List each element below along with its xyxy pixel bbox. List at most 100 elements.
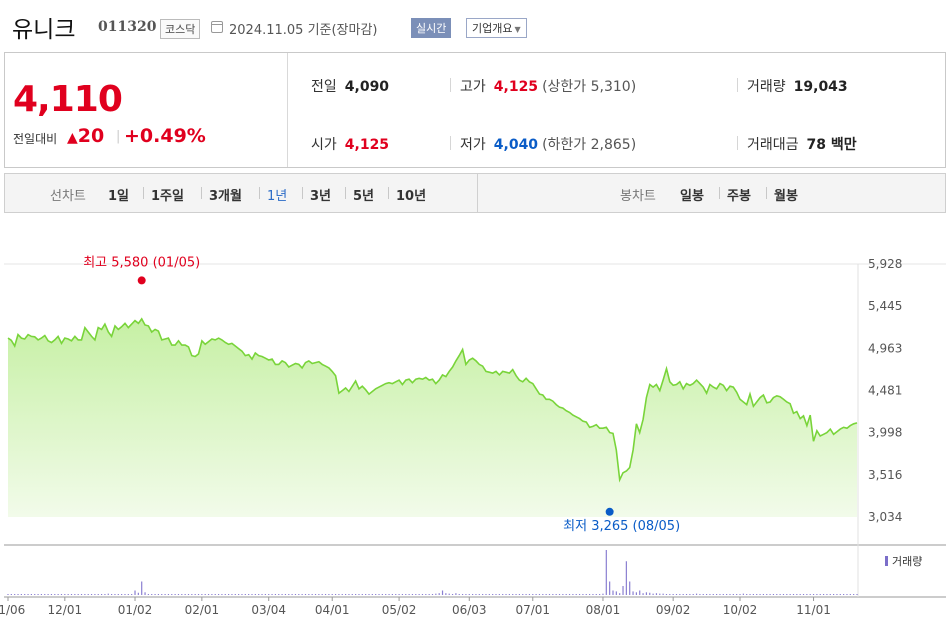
volume-bar	[692, 594, 694, 595]
volume-bar	[137, 592, 139, 595]
range-1w[interactable]: 1주일	[151, 189, 184, 204]
volume-bar	[769, 594, 771, 595]
y-tick-label: 3,998	[868, 426, 902, 440]
volume-bar	[378, 594, 380, 595]
x-tick-label: 01/02	[118, 603, 153, 617]
company-overview-dropdown[interactable]: 기업개요 ▼	[466, 18, 527, 38]
volume-bar	[141, 581, 143, 595]
x-tick-label: 08/01	[586, 603, 621, 617]
price-chart: 5,928 5,445 4,963 4,481 3,998 3,516 3,034 최고 5…	[0, 255, 946, 617]
volume-bar	[505, 594, 507, 595]
volume-bar	[485, 594, 487, 595]
volume-bar	[542, 594, 544, 595]
range-5y[interactable]: 5년	[353, 189, 375, 204]
volume-bar	[675, 594, 678, 595]
volume-bar	[228, 594, 230, 595]
volume-bar	[635, 592, 637, 595]
change-amount: 20	[77, 125, 105, 147]
candle-monthly[interactable]: 월봉	[774, 189, 798, 204]
candle-weekly[interactable]: 주봉	[727, 189, 751, 204]
volume-bar	[147, 594, 149, 595]
volume-bar	[298, 594, 300, 595]
volume-bar	[762, 594, 765, 595]
range-3m[interactable]: 3개월	[209, 189, 242, 204]
volume-bar	[669, 594, 671, 595]
volume-bar	[224, 594, 226, 595]
prev-close: 전일 4,090	[311, 76, 389, 96]
volume-bar	[308, 594, 310, 595]
volume-bar	[679, 594, 681, 595]
volume-bar	[57, 594, 59, 595]
volume-bar	[599, 594, 601, 595]
volume-bar	[181, 594, 183, 595]
range-1d[interactable]: 1일	[108, 189, 130, 204]
divider	[477, 174, 478, 212]
volume-bar	[131, 594, 133, 595]
volume-bar	[154, 594, 156, 595]
volume-bar	[632, 591, 634, 595]
volume-bar	[94, 594, 96, 595]
volume-bar	[451, 594, 454, 595]
volume-bar	[441, 590, 444, 595]
volume-bar	[799, 594, 801, 595]
volume-bar	[251, 594, 253, 595]
volume-bar	[448, 593, 450, 595]
volume-bar	[766, 594, 768, 595]
line-chart-label: 선차트	[50, 189, 86, 204]
y-tick-label: 5,928	[868, 257, 902, 271]
volume-label: 거래량	[747, 79, 786, 95]
range-3y[interactable]: 3년	[310, 189, 332, 204]
volume-bar	[211, 594, 213, 595]
realtime-button[interactable]: 실시간	[411, 18, 452, 38]
divider	[766, 187, 767, 199]
low-annotation: 최저 3,265 (08/05)	[563, 519, 680, 534]
volume-bar	[836, 594, 838, 595]
volume-bar	[843, 594, 845, 595]
volume-bar	[722, 594, 724, 595]
volume-bar	[819, 594, 821, 595]
price-line	[7, 317, 858, 483]
volume-bar	[792, 594, 795, 595]
volume-bar	[595, 594, 597, 595]
market-badge: 코스닥	[160, 19, 201, 39]
candle-daily[interactable]: 일봉	[680, 189, 704, 204]
volume-bar	[475, 594, 477, 595]
company-overview-label: 기업개요	[472, 22, 513, 35]
volume-bar	[498, 594, 500, 595]
volume-bar	[405, 594, 407, 595]
divider	[719, 187, 720, 199]
volume-bar	[662, 593, 664, 595]
volume-bar	[401, 594, 404, 595]
volume-bar	[144, 592, 146, 595]
volume-bar	[716, 594, 718, 595]
low-price: 저가 4,040 (하한가 2,865)	[460, 134, 636, 154]
volume-bar	[752, 594, 754, 595]
volume-bar	[578, 594, 581, 595]
volume-bar	[268, 594, 270, 595]
volume-bar	[264, 594, 266, 595]
volume-bar	[532, 594, 534, 595]
volume-bar	[488, 594, 490, 595]
volume-bar	[207, 594, 210, 595]
volume-bar	[702, 594, 704, 595]
volume-bar	[341, 594, 343, 595]
volume-bar	[67, 594, 69, 595]
volume-bar	[659, 593, 661, 595]
range-10y[interactable]: 10년	[396, 189, 427, 204]
change-percent: +0.49%	[124, 125, 206, 147]
volume-bar	[157, 594, 160, 595]
volume-bar	[552, 594, 554, 595]
volume-bar	[395, 594, 397, 595]
volume-bar	[652, 593, 654, 595]
volume-bar	[809, 594, 811, 595]
base-date: 2024.11.05 기준(장마감)	[229, 23, 378, 38]
volume-bar	[645, 592, 648, 595]
volume-bar	[853, 594, 855, 595]
stock-code: 011320	[98, 19, 157, 35]
x-tick-label: 10/02	[723, 603, 758, 617]
volume-bar	[70, 594, 73, 595]
range-1y[interactable]: 1년	[267, 189, 288, 204]
volume-bar	[375, 594, 377, 595]
volume-bar	[318, 594, 320, 595]
divider	[450, 78, 451, 92]
